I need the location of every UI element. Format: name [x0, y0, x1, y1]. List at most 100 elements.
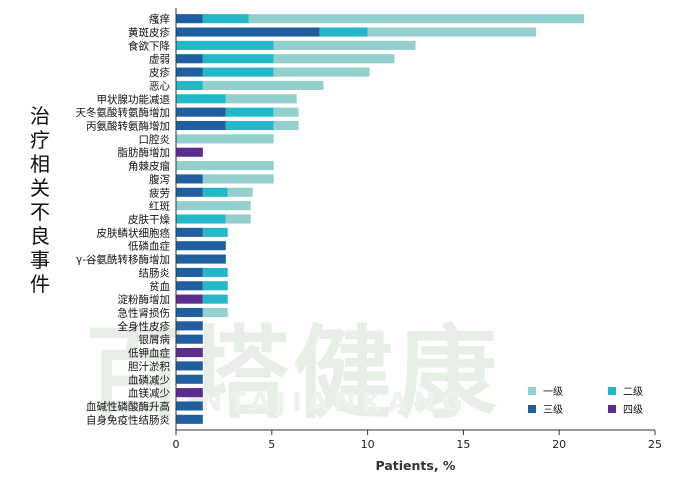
x-tick-label: 10	[361, 438, 375, 451]
bar-segment	[176, 348, 203, 358]
bar-segment	[176, 414, 203, 424]
category-label: 恶心	[149, 80, 170, 92]
category-label: 天冬氨酸转氨酶增加	[76, 106, 171, 119]
category-label: 甲状腺功能减退	[97, 93, 171, 106]
bar-segment	[176, 134, 274, 144]
category-label: 食欲下降	[128, 39, 170, 52]
bar-segment	[176, 107, 226, 117]
bar-segment	[176, 54, 203, 64]
category-label: 皮肤干燥	[128, 213, 170, 226]
bar-segment	[273, 54, 395, 64]
bar-segment	[248, 14, 585, 24]
bar-segment	[176, 67, 203, 77]
category-label: 皮疹	[149, 66, 170, 79]
category-label: 全身性皮疹	[118, 320, 171, 333]
category-label: 角棘皮瘤	[128, 160, 170, 173]
x-tick-label: 20	[552, 438, 566, 451]
category-label: 口腔炎	[139, 133, 171, 146]
bar-segment	[176, 14, 203, 24]
legend-swatch	[608, 405, 616, 413]
category-label: 红斑	[149, 200, 170, 213]
bar-segment	[176, 201, 251, 211]
category-label: 贫血	[149, 280, 170, 293]
bar-segment	[273, 107, 299, 117]
category-label: 虚弱	[149, 54, 170, 66]
bar-segment	[176, 161, 274, 171]
bar-segment	[176, 254, 226, 264]
bar-segment	[176, 80, 203, 90]
bar-segment	[202, 294, 228, 304]
bar-segment	[202, 14, 249, 24]
legend-swatch	[528, 405, 536, 413]
bar-segment	[225, 214, 251, 224]
legend-swatch	[608, 387, 616, 395]
category-label: 银屑病	[139, 333, 171, 346]
legend-label: 三级	[543, 404, 563, 416]
legend-label: 一级	[543, 386, 563, 398]
bar-segment	[273, 120, 299, 131]
bar-segment	[176, 147, 203, 157]
category-label: 疲劳	[149, 186, 170, 199]
category-label: 急性肾损伤	[118, 306, 171, 319]
bar-segment	[176, 307, 203, 318]
bar-segment	[202, 281, 228, 291]
bar-segment	[225, 120, 274, 131]
bar-segment	[176, 321, 203, 331]
bar-segment	[176, 401, 203, 411]
bar-segment	[202, 187, 228, 197]
category-label: 瘙痒	[149, 13, 170, 26]
category-label: 血碱性磷酸酶升高	[86, 400, 170, 413]
category-label: 血磷减少	[128, 373, 170, 386]
bar-segment	[176, 241, 226, 251]
category-label: γ-谷氨酰转移酶增加	[76, 253, 170, 266]
category-label: 丙氨酸转氨酶增加	[86, 120, 170, 133]
bar-segment	[176, 374, 203, 384]
legend-swatch	[528, 387, 536, 395]
legend-label: 四级	[623, 404, 643, 416]
bar-segment	[176, 174, 203, 184]
bar-segment	[227, 187, 253, 197]
bar-segment	[202, 67, 274, 77]
bar-segment	[202, 307, 228, 318]
bar-segment	[225, 107, 274, 117]
bar-segment	[176, 294, 203, 304]
bar-segment	[319, 27, 368, 37]
bar-segment	[202, 227, 228, 237]
category-label: 自身免疫性结肠炎	[86, 413, 170, 426]
bar-segment	[176, 361, 203, 371]
bar-segment	[176, 388, 203, 398]
category-label: 低钾血症	[128, 347, 170, 360]
bar-segment	[176, 40, 274, 50]
x-tick-label: 25	[648, 438, 662, 451]
bar-segment	[202, 54, 274, 64]
bar-segment	[202, 80, 324, 90]
category-label: 低磷血症	[128, 240, 170, 253]
x-tick-label: 0	[173, 438, 180, 451]
bar-segment	[176, 334, 203, 344]
bar-segment	[225, 94, 297, 104]
x-tick-label: 5	[268, 438, 275, 451]
bar-segment	[176, 27, 320, 37]
legend-label: 二级	[623, 386, 643, 398]
category-label: 黄斑皮疹	[128, 26, 170, 39]
category-label: 脂肪酶增加	[118, 146, 171, 159]
category-label: 结肠炎	[139, 266, 171, 279]
bar-segment	[273, 40, 416, 50]
category-label: 淀粉酶增加	[118, 293, 171, 306]
category-label: 血镁减少	[128, 387, 170, 400]
bar-segment	[202, 267, 228, 277]
category-label: 胆汁淤积	[128, 360, 170, 373]
x-tick-label: 15	[456, 438, 470, 451]
bar-segment	[176, 214, 226, 224]
bar-segment	[176, 281, 203, 291]
category-label: 皮肤鳞状细胞癌	[97, 226, 171, 239]
category-label: 腹泻	[149, 173, 170, 186]
bar-segment	[176, 227, 203, 237]
y-axis-label: 治疗相关不良事件	[30, 104, 50, 296]
bar-segment	[202, 174, 274, 184]
bar-segment	[176, 120, 226, 131]
bar-segment	[273, 67, 370, 77]
bar-segment	[176, 267, 203, 277]
